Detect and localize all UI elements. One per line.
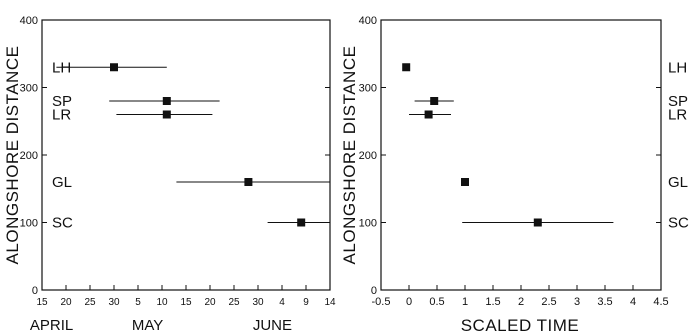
left-xtick-label: 15 [180, 297, 192, 308]
left-data-point [244, 178, 253, 186]
right-ytick-label: 400 [359, 15, 377, 27]
right-data-point [424, 110, 433, 119]
right-xtick-label: 1 [462, 296, 468, 308]
left-site-label: LH [52, 59, 71, 76]
right-xtick-label: 3 [574, 296, 580, 308]
left-ytick-label: 100 [20, 218, 38, 230]
left-plot-frame [41, 19, 331, 291]
right-xtick-label: 4 [630, 296, 636, 308]
right-data-point [430, 97, 439, 105]
left-panel: ALONGSHORE DISTANCE 0 100 200 300 400 15 20 25 3… [3, 15, 336, 334]
month-label: JUNE [253, 317, 292, 334]
left-xtick-label: 20 [60, 297, 72, 308]
month-label: APRIL [30, 317, 73, 334]
left-xtick-label: 9 [303, 297, 309, 308]
left-xtick-label: 14 [324, 297, 336, 308]
right-site-label: LR [668, 107, 687, 124]
left-xtick-label: 25 [228, 297, 240, 308]
left-site-label: LR [52, 107, 71, 124]
right-data-point [533, 218, 542, 227]
right-panel: ALONGSHORE DISTANCE SCALED TIME 0 100 200 3… [340, 15, 689, 335]
left-site-label: SP [52, 93, 72, 110]
right-xtick-label: 4.5 [653, 296, 668, 308]
left-ytick-label: 200 [20, 150, 38, 162]
left-data-point [162, 97, 171, 105]
right-ytick-label: 0 [371, 285, 377, 297]
right-site-label: SP [668, 93, 688, 110]
left-data-point [162, 110, 171, 119]
left-data-point [297, 218, 306, 227]
right-site-label: SC [668, 215, 689, 232]
right-site-label: LH [668, 59, 687, 76]
right-plot-frame [380, 19, 662, 291]
right-xtick-label: 2.5 [541, 296, 556, 308]
left-xtick-label: 20 [204, 297, 216, 308]
right-xtick-label: 1.5 [485, 296, 500, 308]
left-xtick-label: 25 [84, 297, 96, 308]
right-data-point [461, 178, 469, 186]
right-ytick-label: 300 [359, 83, 377, 95]
left-xtick-label: 30 [108, 297, 120, 308]
left-data-point [110, 63, 118, 72]
right-x-axis-title: SCALED TIME [461, 316, 580, 335]
right-site-label: GL [668, 174, 688, 191]
left-ytick-label: 300 [20, 83, 38, 95]
left-xtick-label: 4 [279, 297, 285, 308]
right-ytick-label: 100 [359, 218, 377, 230]
left-ytick-label: 400 [20, 15, 38, 27]
left-site-label: GL [52, 174, 72, 191]
right-ytick-label: 200 [359, 150, 377, 162]
left-xtick-label: 5 [135, 297, 141, 308]
left-xtick-label: 10 [156, 297, 168, 308]
right-y-axis-title: ALONGSHORE DISTANCE [340, 46, 359, 265]
left-site-label: SC [52, 215, 73, 232]
left-y-axis-title: ALONGSHORE DISTANCE [3, 46, 22, 265]
right-xtick-label: 0.5 [429, 296, 444, 308]
left-xtick-label: 15 [36, 297, 48, 308]
right-xtick-label: 0 [406, 296, 412, 308]
right-xtick-label: 2 [518, 296, 524, 308]
right-data-point [402, 63, 411, 72]
month-label: MAY [132, 317, 163, 334]
right-xtick-label: -0.5 [372, 296, 391, 308]
left-ytick-label: 0 [32, 285, 38, 297]
left-xtick-label: 30 [252, 297, 264, 308]
right-xtick-label: 3.5 [597, 296, 612, 308]
